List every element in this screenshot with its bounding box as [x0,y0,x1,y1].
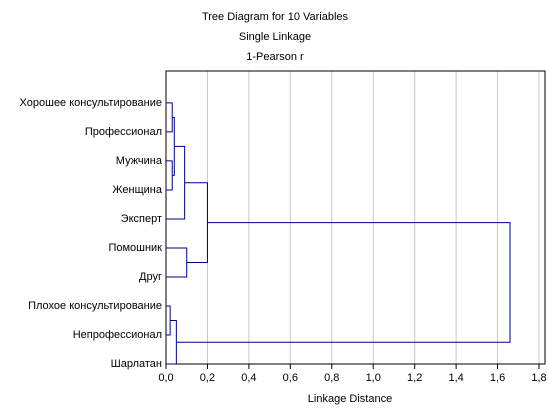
merge-link [166,160,173,191]
leaf-label: Эксперт [121,213,162,225]
x-tick-label: 1,0 [366,372,381,384]
merge-link [166,145,186,220]
x-tick-label: 1,6 [490,372,505,384]
x-tick-label: 0,2 [200,372,215,384]
chart-subtitle: Single Linkage [239,31,311,43]
merge-link [166,102,173,133]
chart-subtitle: 1-Pearson r [246,51,304,63]
x-tick-label: 0,0 [158,372,173,384]
leaf-label: Хорошее консультирование [20,97,162,109]
leaf-label: Шарлатан [111,358,162,370]
x-tick-label: 1,8 [531,372,546,384]
merge-link [166,247,188,278]
leaf-label: Плохое консультирование [28,300,162,312]
leaf-label: Профессионал [85,126,162,138]
x-axis-label: Linkage Distance [308,393,392,405]
x-tick-label: 0,8 [324,372,339,384]
chart-title: Tree Diagram for 10 Variables [202,11,349,23]
merge-link [184,182,208,263]
merge-link [176,222,511,343]
plot-frame [165,70,546,365]
x-tick-label: 0,4 [241,372,256,384]
x-tick-label: 0,6 [283,372,298,384]
x-tick-label: 1,4 [448,372,463,384]
leaf-label: Друг [139,271,162,283]
leaf-label: Помошник [108,242,162,254]
merge-link [166,305,171,336]
leaf-label: Женщина [112,184,162,196]
x-tick-label: 1,2 [407,372,422,384]
leaf-label: Непрофессионал [73,329,162,341]
merge-link [166,319,177,365]
leaf-label: Мужчина [116,155,163,167]
